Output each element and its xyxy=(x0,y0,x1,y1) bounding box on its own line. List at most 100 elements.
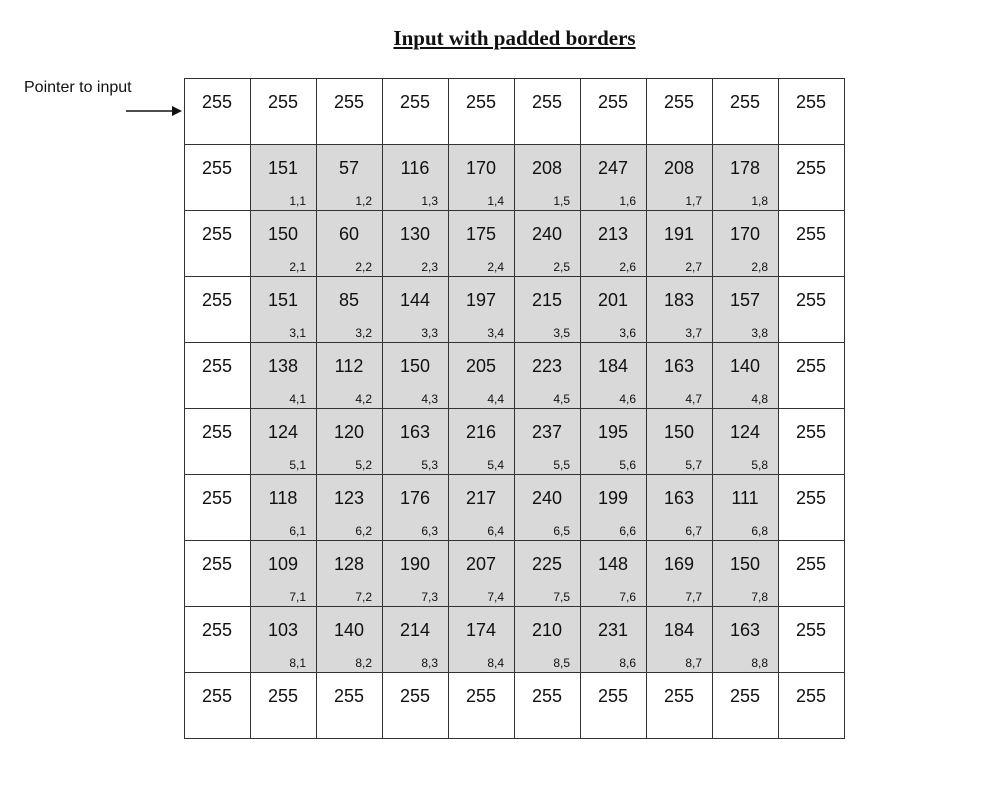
input-pixel-cell: 144 3,3 xyxy=(382,276,448,342)
cell-value: 103 xyxy=(267,620,299,640)
cell-value: 255 xyxy=(333,686,365,706)
cell-value: 255 xyxy=(201,356,233,376)
cell-value: 151 xyxy=(267,158,299,178)
input-pixel-cell: 195 5,6 xyxy=(580,408,646,474)
cell-index: 6,1 xyxy=(289,524,306,538)
cell-value: 128 xyxy=(333,554,365,574)
input-pixel-cell: 184 8,7 xyxy=(646,606,712,672)
cell-value: 255 xyxy=(729,686,761,706)
cell-index: 8,4 xyxy=(487,656,504,670)
padding-cell: 255 xyxy=(184,276,250,342)
cell-index: 1,6 xyxy=(619,194,636,208)
input-pixel-cell: 216 5,4 xyxy=(448,408,514,474)
input-pixel-cell: 163 8,8 xyxy=(712,606,778,672)
cell-value: 201 xyxy=(597,290,629,310)
cell-index: 8,8 xyxy=(751,656,768,670)
padding-cell: 255 xyxy=(184,78,250,144)
input-pixel-cell: 150 5,7 xyxy=(646,408,712,474)
cell-value: 157 xyxy=(729,290,761,310)
cell-value: 191 xyxy=(663,224,695,244)
cell-index: 5,3 xyxy=(421,458,438,472)
cell-value: 111 xyxy=(731,488,759,508)
cell-value: 255 xyxy=(531,686,563,706)
cell-value: 150 xyxy=(267,224,299,244)
cell-value: 184 xyxy=(597,356,629,376)
input-pixel-cell: 148 7,6 xyxy=(580,540,646,606)
cell-value: 255 xyxy=(399,92,431,112)
padding-cell: 255 xyxy=(778,606,844,672)
cell-value: 163 xyxy=(663,356,695,376)
cell-index: 4,6 xyxy=(619,392,636,406)
padding-cell: 255 xyxy=(712,78,778,144)
input-pixel-cell: 205 4,4 xyxy=(448,342,514,408)
cell-index: 4,3 xyxy=(421,392,438,406)
cell-value: 255 xyxy=(267,92,299,112)
padding-cell: 255 xyxy=(448,672,514,738)
cell-index: 8,3 xyxy=(421,656,438,670)
cell-value: 240 xyxy=(531,488,563,508)
cell-index: 6,6 xyxy=(619,524,636,538)
cell-value: 255 xyxy=(795,686,827,706)
grid-line-vertical xyxy=(778,78,779,739)
cell-value: 195 xyxy=(597,422,629,442)
padding-cell: 255 xyxy=(382,672,448,738)
input-pixel-cell: 217 6,4 xyxy=(448,474,514,540)
cell-index: 5,4 xyxy=(487,458,504,472)
input-pixel-cell: 103 8,1 xyxy=(250,606,316,672)
input-pixel-cell: 140 4,8 xyxy=(712,342,778,408)
cell-value: 208 xyxy=(663,158,695,178)
cell-value: 255 xyxy=(201,290,233,310)
cell-index: 8,5 xyxy=(553,656,570,670)
cell-value: 150 xyxy=(729,554,761,574)
input-pixel-cell: 163 5,3 xyxy=(382,408,448,474)
input-pixel-cell: 208 1,5 xyxy=(514,144,580,210)
cell-value: 151 xyxy=(267,290,299,310)
cell-index: 4,5 xyxy=(553,392,570,406)
cell-index: 3,7 xyxy=(685,326,702,340)
input-pixel-cell: 60 2,2 xyxy=(316,210,382,276)
padding-cell: 255 xyxy=(778,540,844,606)
cell-index: 4,2 xyxy=(355,392,372,406)
cell-value: 57 xyxy=(338,158,360,178)
grid-line-vertical xyxy=(844,78,845,739)
cell-value: 178 xyxy=(729,158,761,178)
cell-value: 207 xyxy=(465,554,497,574)
padding-cell: 255 xyxy=(778,672,844,738)
input-pixel-cell: 112 4,2 xyxy=(316,342,382,408)
cell-value: 255 xyxy=(333,92,365,112)
cell-value: 109 xyxy=(267,554,299,574)
cell-index: 4,4 xyxy=(487,392,504,406)
padding-cell: 255 xyxy=(778,78,844,144)
input-pixel-cell: 150 4,3 xyxy=(382,342,448,408)
grid-line-vertical xyxy=(646,78,647,739)
diagram-title: Input with padded borders xyxy=(393,26,636,50)
cell-value: 255 xyxy=(795,488,827,508)
cell-index: 3,4 xyxy=(487,326,504,340)
cell-index: 1,3 xyxy=(421,194,438,208)
padding-cell: 255 xyxy=(184,342,250,408)
cell-value: 213 xyxy=(597,224,629,244)
grid-line-vertical xyxy=(580,78,581,739)
input-pixel-cell: 191 2,7 xyxy=(646,210,712,276)
padding-cell: 255 xyxy=(778,144,844,210)
padding-cell: 255 xyxy=(580,672,646,738)
cell-value: 223 xyxy=(531,356,563,376)
cell-index: 3,5 xyxy=(553,326,570,340)
padding-cell: 255 xyxy=(184,474,250,540)
input-pixel-cell: 170 1,4 xyxy=(448,144,514,210)
cell-value: 215 xyxy=(531,290,563,310)
cell-value: 183 xyxy=(663,290,695,310)
cell-value: 124 xyxy=(267,422,299,442)
cell-value: 255 xyxy=(795,422,827,442)
pointer-label: Pointer to input xyxy=(24,79,132,96)
cell-index: 5,5 xyxy=(553,458,570,472)
cell-value: 205 xyxy=(465,356,497,376)
input-pixel-cell: 111 6,8 xyxy=(712,474,778,540)
cell-index: 6,7 xyxy=(685,524,702,538)
input-pixel-cell: 57 1,2 xyxy=(316,144,382,210)
grid-line-horizontal xyxy=(184,408,845,409)
cell-value: 210 xyxy=(531,620,563,640)
input-pixel-cell: 213 2,6 xyxy=(580,210,646,276)
cell-value: 255 xyxy=(795,356,827,376)
cell-value: 255 xyxy=(795,554,827,574)
